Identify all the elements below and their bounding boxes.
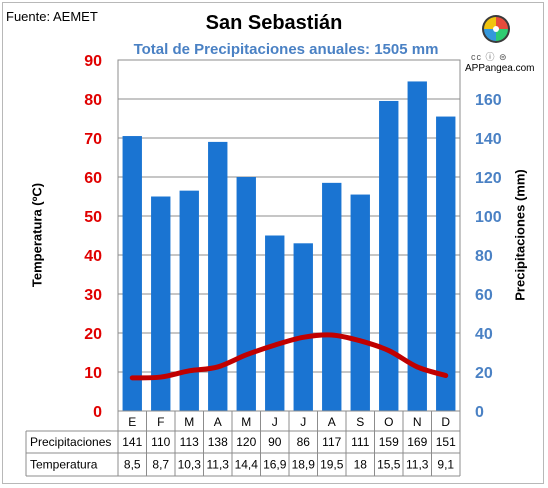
table-row-label: Temperatura [30, 458, 98, 472]
x-tick-label: J [300, 415, 306, 429]
x-tick-label: A [214, 415, 222, 429]
x-tick-label: M [241, 415, 251, 429]
y-right-tick-label: 20 [475, 365, 493, 382]
x-tick-label: E [128, 415, 136, 429]
table-cell: 117 [322, 435, 341, 449]
precip-bar [379, 100, 399, 411]
chart-title: San Sebastián [205, 12, 343, 34]
cc-license-icon: cc ⓘ ⊜ [471, 52, 508, 62]
y-right-tick-label: 40 [475, 326, 493, 343]
table-cell: 86 [297, 435, 311, 449]
brand-label: APPangea.com [465, 63, 535, 74]
table-cell: 10,3 [178, 458, 202, 472]
precip-bar [179, 190, 199, 411]
chart-frame [2, 2, 544, 484]
y-left-tick-label: 70 [84, 131, 102, 148]
precip-bar [236, 177, 256, 411]
precip-bar [151, 196, 171, 411]
x-tick-label: F [157, 415, 164, 429]
precip-bar [322, 182, 342, 411]
table-cell: 169 [407, 435, 427, 449]
table-row-label: Precipitaciones [30, 435, 111, 449]
x-tick-label: N [413, 415, 422, 429]
table-cell: 15,5 [377, 458, 401, 472]
precip-bar [436, 116, 456, 412]
y-right-tick-label: 120 [475, 170, 502, 187]
x-tick-label: S [356, 415, 364, 429]
table-cell: 18,9 [292, 458, 316, 472]
y-left-tick-label: 0 [93, 404, 102, 421]
y-left-tick-label: 80 [84, 92, 102, 109]
table-cell: 18 [354, 458, 368, 472]
y-left-tick-label: 10 [84, 365, 102, 382]
y-left-tick-label: 20 [84, 326, 102, 343]
table-cell: 110 [151, 435, 170, 449]
x-tick-label: D [441, 415, 450, 429]
table-cell: 11,3 [406, 458, 429, 472]
table-cell: 111 [351, 435, 370, 449]
table-cell: 8,7 [152, 458, 169, 472]
table-cell: 113 [180, 435, 199, 449]
y-left-tick-label: 90 [84, 53, 102, 70]
table-cell: 141 [122, 435, 142, 449]
y-right-tick-label: 100 [475, 209, 502, 226]
table-cell: 14,4 [235, 458, 259, 472]
precip-bar [122, 136, 142, 412]
puzzle-globe-icon [482, 15, 510, 43]
table-cell: 19,5 [320, 458, 344, 472]
y-left-tick-label: 60 [84, 170, 102, 187]
y-right-tick-label: 0 [475, 404, 484, 421]
table-cell: 138 [208, 435, 228, 449]
source-label: Fuente: AEMET [6, 9, 98, 24]
x-tick-label: O [384, 415, 393, 429]
precip-bar [265, 235, 285, 411]
y-left-tick-label: 50 [84, 209, 102, 226]
precip-bar [208, 141, 228, 411]
x-tick-label: A [328, 415, 336, 429]
y-left-tick-label: 30 [84, 287, 102, 304]
precip-bar [293, 243, 313, 411]
table-cell: 16,9 [263, 458, 287, 472]
y-right-tick-label: 160 [475, 92, 502, 109]
y-right-tick-label: 80 [475, 248, 493, 265]
temperature-line [129, 332, 449, 381]
table-cell: 9,1 [437, 458, 454, 472]
table-cell: 151 [436, 435, 456, 449]
table-cell: 159 [379, 435, 399, 449]
x-tick-label: M [184, 415, 194, 429]
y-left-tick-label: 40 [84, 248, 102, 265]
table-cell: 8,5 [124, 458, 141, 472]
precip-bar [350, 194, 370, 411]
y-right-tick-label: 140 [475, 131, 502, 148]
x-tick-label: J [272, 415, 278, 429]
table-cell: 90 [268, 435, 282, 449]
chart-subtitle: Total de Precipitaciones anuales: 1505 m… [133, 41, 439, 58]
table-cell: 120 [236, 435, 256, 449]
table-cell: 11,3 [207, 458, 230, 472]
precip-bar [407, 81, 427, 411]
y-right-tick-label: 60 [475, 287, 493, 304]
